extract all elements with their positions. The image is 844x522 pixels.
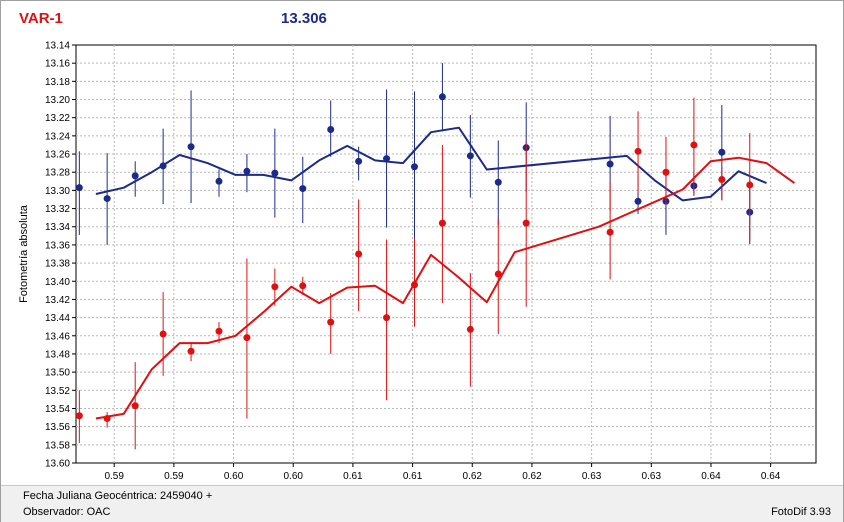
data-point bbox=[215, 177, 223, 185]
data-point bbox=[466, 152, 474, 160]
y-tick-label: 13.52 bbox=[45, 386, 70, 397]
data-point bbox=[103, 414, 111, 422]
y-tick-label: 13.20 bbox=[45, 95, 70, 106]
current-magnitude-value: 13.306 bbox=[281, 10, 327, 27]
y-tick-label: 13.48 bbox=[45, 349, 70, 360]
data-point bbox=[271, 169, 279, 177]
data-point bbox=[271, 283, 279, 291]
y-tick-label: 13.38 bbox=[45, 259, 70, 270]
data-point bbox=[131, 172, 139, 180]
data-point bbox=[131, 402, 139, 410]
axes: 13.14 13.16 13.18 13.20 13.22 13.24 13.26 13.28… bbox=[45, 41, 781, 483]
software-version-label: FotoDif 3.93 bbox=[771, 506, 831, 518]
x-tick-label: 0.64 bbox=[761, 471, 781, 482]
data-point bbox=[187, 143, 195, 151]
data-point bbox=[662, 168, 670, 176]
data-point bbox=[355, 250, 363, 258]
data-point bbox=[634, 147, 642, 155]
data-point bbox=[410, 281, 418, 289]
y-tick-label: 13.42 bbox=[45, 295, 70, 306]
y-tick-label: 13.34 bbox=[45, 222, 70, 233]
data-point bbox=[606, 228, 614, 236]
data-point bbox=[103, 195, 111, 203]
data-point bbox=[383, 155, 391, 163]
julian-date-label: Fecha Juliana Geocéntrica: 2459040 + bbox=[23, 490, 213, 502]
data-point bbox=[494, 270, 502, 278]
y-tick-label: 13.40 bbox=[45, 277, 70, 288]
y-tick-label: 13.28 bbox=[45, 168, 70, 179]
data-point bbox=[718, 175, 726, 183]
grid bbox=[76, 45, 816, 463]
data-point bbox=[494, 178, 502, 186]
data-point bbox=[383, 314, 391, 322]
x-tick-label: 0.64 bbox=[701, 471, 721, 482]
data-point bbox=[75, 412, 83, 420]
plot-background bbox=[75, 44, 817, 464]
data-point bbox=[215, 327, 223, 335]
data-point bbox=[355, 157, 363, 165]
data-point bbox=[327, 126, 335, 134]
data-point bbox=[410, 163, 418, 171]
x-tick-label: 0.62 bbox=[463, 471, 483, 482]
y-tick-label: 13.30 bbox=[45, 186, 70, 197]
data-point bbox=[299, 282, 307, 290]
y-tick-label: 13.56 bbox=[45, 422, 70, 433]
y-tick-label: 13.14 bbox=[45, 41, 70, 52]
data-point bbox=[327, 318, 335, 326]
y-tick-label: 13.26 bbox=[45, 150, 70, 161]
data-point bbox=[606, 160, 614, 168]
data-point bbox=[466, 325, 474, 333]
series-trend-line bbox=[95, 156, 795, 420]
x-tick-label: 0.60 bbox=[224, 471, 244, 482]
x-tick-label: 0.60 bbox=[283, 471, 303, 482]
x-tick-label: 0.63 bbox=[582, 471, 602, 482]
data-point bbox=[187, 347, 195, 355]
status-footer: Fecha Juliana Geocéntrica: 2459040 + Obs… bbox=[1, 485, 843, 522]
y-axis-label: Fotometría absoluta bbox=[18, 204, 30, 303]
x-tick-label: 0.59 bbox=[164, 471, 184, 482]
plot-area: 13.14 13.16 13.18 13.20 13.22 13.24 13.26 13.28… bbox=[18, 41, 817, 483]
chart-title: VAR-1 bbox=[19, 10, 63, 27]
y-tick-label: 13.36 bbox=[45, 240, 70, 251]
data-point bbox=[438, 219, 446, 227]
series bbox=[75, 63, 795, 450]
data-point bbox=[159, 162, 167, 170]
data-point bbox=[438, 93, 446, 101]
observer-label: Observador: OAC bbox=[23, 506, 111, 518]
y-tick-label: 13.44 bbox=[45, 313, 70, 324]
data-point bbox=[75, 184, 83, 192]
data-point bbox=[634, 197, 642, 205]
y-tick-label: 13.58 bbox=[45, 440, 70, 451]
x-tick-label: 0.61 bbox=[403, 471, 423, 482]
y-tick-label: 13.24 bbox=[45, 131, 70, 142]
data-point bbox=[243, 334, 251, 342]
data-point bbox=[299, 185, 307, 193]
x-tick-label: 0.59 bbox=[104, 471, 124, 482]
x-tick-label: 0.63 bbox=[642, 471, 662, 482]
y-tick-label: 13.60 bbox=[45, 459, 70, 470]
series-2 bbox=[75, 97, 795, 450]
data-point bbox=[690, 141, 698, 149]
data-point bbox=[243, 167, 251, 175]
y-tick-label: 13.32 bbox=[45, 204, 70, 215]
y-tick-label: 13.16 bbox=[45, 59, 70, 70]
x-tick-label: 0.62 bbox=[522, 471, 542, 482]
y-tick-label: 13.54 bbox=[45, 404, 70, 415]
x-tick-label: 0.61 bbox=[343, 471, 363, 482]
data-point bbox=[522, 219, 530, 227]
data-point bbox=[159, 330, 167, 338]
data-point bbox=[718, 148, 726, 156]
y-tick-label: 13.22 bbox=[45, 113, 70, 124]
y-tick-label: 13.46 bbox=[45, 331, 70, 342]
y-tick-label: 13.18 bbox=[45, 77, 70, 88]
data-point bbox=[746, 181, 754, 189]
y-tick-label: 13.50 bbox=[45, 368, 70, 379]
